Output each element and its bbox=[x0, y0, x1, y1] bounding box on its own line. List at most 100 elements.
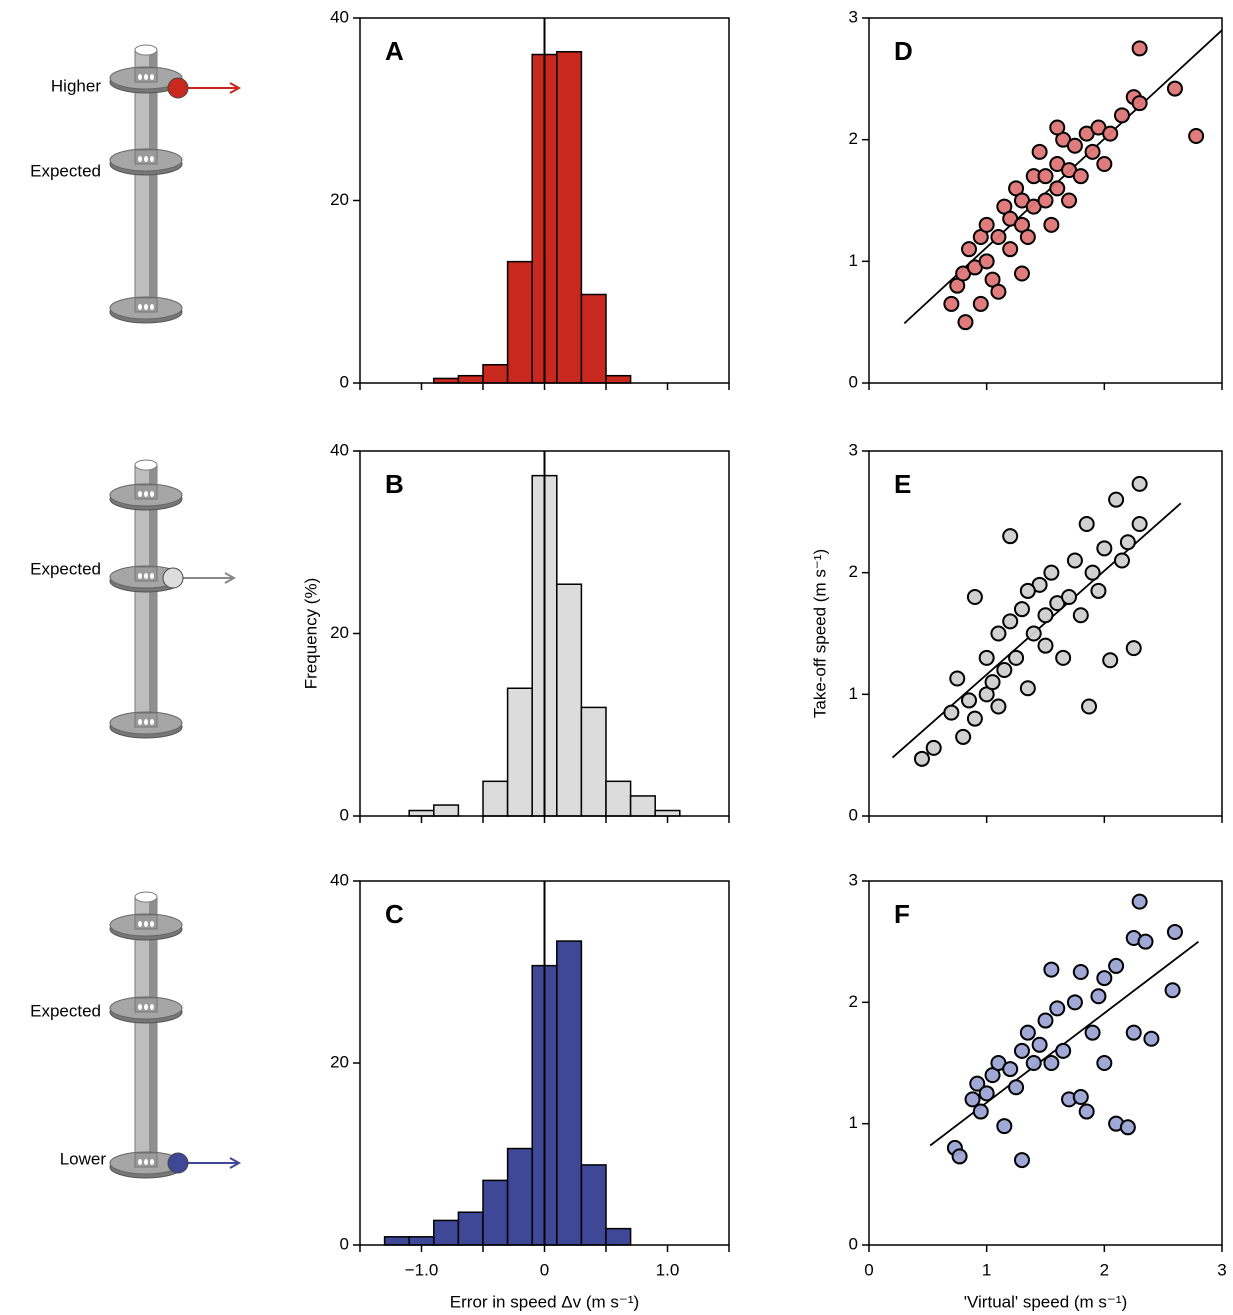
hole bbox=[150, 1159, 154, 1165]
point bbox=[984, 674, 1001, 691]
point bbox=[996, 1118, 1013, 1135]
point bbox=[1078, 1103, 1095, 1120]
pole-top bbox=[134, 891, 158, 903]
pole-top bbox=[134, 459, 158, 471]
x-tick-label: 1.0 bbox=[656, 1260, 680, 1279]
point bbox=[1008, 649, 1025, 666]
point bbox=[1096, 1055, 1113, 1071]
point bbox=[1002, 1061, 1019, 1078]
bar bbox=[580, 1164, 607, 1246]
point bbox=[943, 295, 960, 312]
y-tick-label: 2 bbox=[849, 129, 858, 148]
point bbox=[1049, 119, 1066, 136]
point bbox=[1002, 528, 1019, 545]
plot-frame bbox=[359, 880, 730, 1246]
point bbox=[1131, 40, 1148, 57]
point bbox=[1061, 589, 1078, 605]
point bbox=[1013, 1152, 1030, 1169]
point bbox=[978, 1085, 995, 1102]
bar bbox=[506, 260, 533, 384]
diagrams bbox=[109, 44, 242, 1179]
pole-shade bbox=[149, 897, 157, 1165]
fit-line bbox=[903, 29, 1223, 325]
bar bbox=[605, 374, 632, 384]
pole-shade bbox=[149, 50, 157, 310]
hole bbox=[144, 74, 148, 80]
plot-frame bbox=[868, 880, 1223, 1246]
hole bbox=[150, 921, 154, 927]
point bbox=[1188, 128, 1205, 145]
pole-top bbox=[134, 44, 158, 56]
point bbox=[978, 216, 995, 233]
y-axis-label: Take-off speed (m s⁻¹) bbox=[810, 549, 829, 718]
point bbox=[1031, 143, 1048, 160]
hole bbox=[150, 491, 154, 497]
point bbox=[1019, 229, 1036, 245]
diagram-label: Lower bbox=[60, 1149, 107, 1168]
bar bbox=[457, 1211, 484, 1246]
point bbox=[1043, 564, 1060, 581]
point bbox=[1084, 1024, 1101, 1041]
point bbox=[1166, 923, 1183, 940]
histogram: 0 20 40 A bbox=[330, 7, 730, 391]
point bbox=[1102, 652, 1119, 669]
point bbox=[1025, 625, 1042, 642]
point bbox=[964, 1091, 981, 1108]
point bbox=[1055, 1042, 1072, 1059]
bar bbox=[629, 795, 656, 817]
point bbox=[1013, 265, 1030, 282]
point bbox=[966, 589, 983, 605]
point bbox=[1131, 475, 1148, 492]
arrow-head bbox=[224, 572, 237, 584]
y-tick-label: 2 bbox=[849, 992, 858, 1011]
pole-shade bbox=[149, 465, 157, 725]
histogram: 0 20 40 −1.0 0 1.0 C Error in speed Δv (m s⁻¹) bbox=[330, 870, 730, 1311]
hole bbox=[138, 1004, 142, 1010]
panel-label: B bbox=[385, 469, 404, 499]
y-tick-label: 3 bbox=[849, 440, 858, 459]
hole bbox=[144, 156, 148, 162]
ball bbox=[167, 77, 189, 99]
point bbox=[925, 739, 942, 756]
hole bbox=[150, 573, 154, 579]
x-tick-label: 1 bbox=[982, 1260, 991, 1279]
point bbox=[1002, 613, 1019, 630]
point bbox=[1072, 1088, 1089, 1105]
y-tick-label: 1 bbox=[849, 684, 858, 703]
point bbox=[1072, 168, 1089, 185]
bar bbox=[556, 51, 583, 384]
point bbox=[972, 1103, 989, 1120]
y-tick-label: 0 bbox=[849, 805, 858, 824]
point bbox=[1072, 607, 1089, 624]
hole bbox=[138, 156, 142, 162]
point bbox=[1164, 982, 1181, 999]
bar bbox=[383, 1236, 410, 1246]
x-axis-label: 'Virtual' speed (m s⁻¹) bbox=[964, 1292, 1127, 1311]
point bbox=[990, 698, 1007, 715]
hole bbox=[150, 719, 154, 725]
bar bbox=[556, 940, 583, 1246]
point bbox=[1143, 1030, 1160, 1047]
y-tick-label: 20 bbox=[330, 623, 349, 642]
panel-label: F bbox=[894, 899, 910, 929]
bar bbox=[580, 293, 607, 384]
point bbox=[1108, 957, 1125, 974]
hole bbox=[144, 1004, 148, 1010]
y-tick-label: 1 bbox=[849, 1113, 858, 1132]
ball bbox=[167, 1152, 189, 1174]
point bbox=[949, 670, 966, 687]
point bbox=[1066, 137, 1083, 154]
hole bbox=[138, 719, 142, 725]
plot-frame bbox=[868, 17, 1223, 384]
hole bbox=[138, 74, 142, 80]
point bbox=[1113, 552, 1130, 569]
point bbox=[1137, 933, 1154, 950]
hole bbox=[144, 719, 148, 725]
point bbox=[1096, 156, 1113, 172]
point bbox=[1131, 516, 1148, 532]
point bbox=[957, 314, 974, 331]
x-tick-label: −1.0 bbox=[405, 1260, 439, 1279]
point bbox=[1166, 80, 1183, 97]
point bbox=[1043, 1055, 1060, 1071]
point bbox=[996, 662, 1013, 678]
